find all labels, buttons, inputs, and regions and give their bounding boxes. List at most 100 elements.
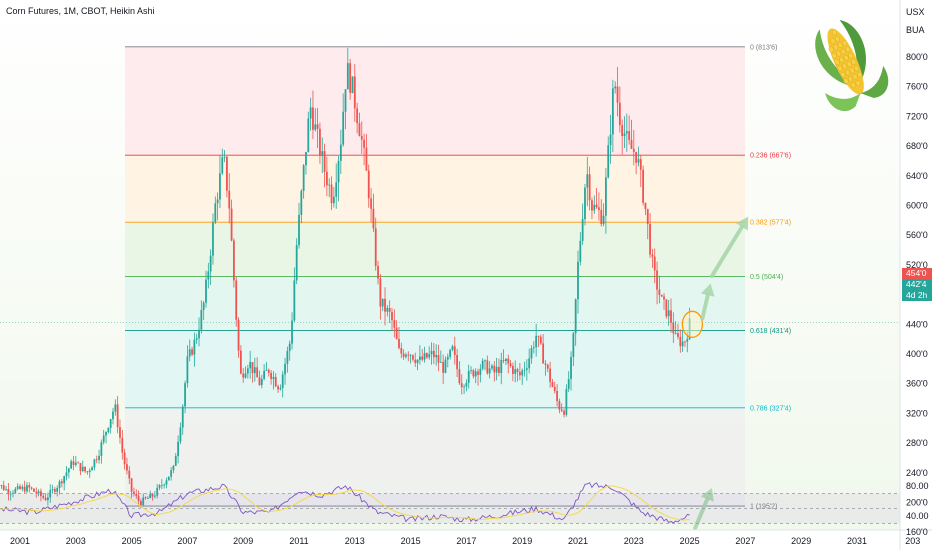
candle-body — [358, 123, 361, 136]
time-axis[interactable]: 2001 2003 2005 2007 2009 2011 2013 2015 2017 2019… — [10, 536, 920, 546]
candle-body — [9, 493, 12, 495]
candle-body — [135, 494, 138, 496]
candle-body — [209, 255, 212, 272]
candle-body — [200, 310, 203, 330]
candle-body — [156, 487, 159, 496]
candle-body — [298, 214, 300, 246]
candle-body — [532, 347, 535, 349]
candle-body — [186, 356, 189, 384]
candle-body — [374, 228, 377, 266]
candle-body — [507, 358, 510, 364]
candle-body — [602, 215, 605, 225]
corn-husk-right — [860, 66, 889, 98]
candle-body — [47, 497, 49, 501]
candle-body — [19, 486, 21, 489]
candle-body — [437, 355, 440, 363]
candle-body — [642, 169, 644, 203]
candle-body — [560, 409, 563, 411]
candle-body — [637, 159, 640, 163]
candle-body — [672, 322, 675, 334]
candle-body — [216, 199, 219, 204]
candle-body — [153, 495, 156, 497]
candle-body — [518, 371, 521, 376]
corn-kernel — [848, 52, 854, 59]
candle-body — [26, 485, 28, 492]
candle-body — [677, 333, 679, 337]
candle-body — [591, 200, 593, 211]
candle-body — [649, 224, 651, 255]
candle-body — [588, 174, 591, 201]
candle-body — [419, 356, 421, 360]
corn-cob — [815, 20, 889, 112]
y-tick-label: 160'0 — [906, 527, 928, 537]
x-tick-label: 2025 — [680, 536, 700, 546]
candle-body — [328, 184, 331, 186]
corn-kernel — [843, 54, 849, 61]
candle-body — [77, 462, 80, 464]
candle-body — [172, 465, 175, 471]
corn-kernel — [843, 78, 849, 85]
fib-band-0.618 — [125, 330, 745, 408]
corn-kernel — [831, 29, 837, 36]
candle-body — [72, 461, 75, 465]
currency-label: USX — [906, 7, 925, 17]
corn-kernel — [852, 73, 858, 80]
candle-body — [228, 190, 231, 209]
candle-body — [425, 353, 428, 358]
candle-body — [160, 485, 163, 486]
candle-body — [256, 367, 259, 378]
highlight-circle — [681, 310, 704, 338]
candle-body — [381, 298, 384, 307]
fib-band-0 — [125, 46, 745, 156]
candle-body — [553, 386, 556, 392]
candle-body — [542, 343, 545, 364]
candle-body — [423, 353, 426, 360]
candle-body — [342, 111, 345, 145]
corn-kernel — [840, 48, 846, 55]
fib-label-0.618: 0.618 (431'4) — [750, 328, 791, 335]
price-axis[interactable]: 800'0 760'0 720'0 680'0 640'0 600'0 560'0 520'0… — [906, 52, 929, 537]
candle-body — [88, 470, 91, 473]
candle-body — [484, 360, 486, 362]
candle-body — [635, 151, 638, 163]
candle-body — [230, 208, 233, 241]
candle-body — [472, 370, 475, 377]
candle-body — [270, 372, 272, 380]
candle-body — [119, 427, 121, 438]
corn-kernel — [828, 46, 834, 53]
candle-body — [60, 481, 63, 484]
candle-body — [188, 349, 191, 357]
candle-body — [628, 131, 631, 140]
candle-body — [370, 198, 372, 209]
x-tick-label: 2019 — [512, 536, 532, 546]
candle-body — [63, 476, 66, 484]
candle-body — [653, 256, 656, 271]
price-tag: 454'0 — [906, 268, 927, 278]
candle-body — [512, 365, 514, 374]
candle-body — [74, 462, 77, 465]
candle-body — [95, 459, 98, 461]
projection-arrow-1-shaft — [700, 293, 710, 321]
candle-body — [491, 365, 493, 369]
candle-body — [207, 271, 210, 280]
candle-body — [391, 311, 393, 321]
candle-body — [558, 401, 561, 410]
candle-body — [316, 124, 319, 129]
candle-body — [430, 350, 433, 355]
corn-kernel — [837, 65, 843, 72]
candle-body — [416, 359, 419, 364]
x-tick-label: 2015 — [401, 536, 421, 546]
candle-body — [246, 368, 249, 374]
candle-body — [300, 190, 303, 215]
price-tag: 4d 2h — [906, 290, 928, 300]
candle-body — [618, 102, 621, 126]
y-tick-label: 720'0 — [906, 111, 928, 121]
fib-label-0.382: 0.382 (577'4) — [750, 220, 791, 227]
x-tick-label: 2031 — [847, 536, 867, 546]
candle-body — [630, 139, 633, 149]
corn-kernel — [833, 44, 839, 51]
corn-kernel — [842, 40, 848, 46]
candle-body — [353, 76, 356, 109]
candle-body — [660, 294, 663, 297]
x-tick-label: 2005 — [122, 536, 142, 546]
